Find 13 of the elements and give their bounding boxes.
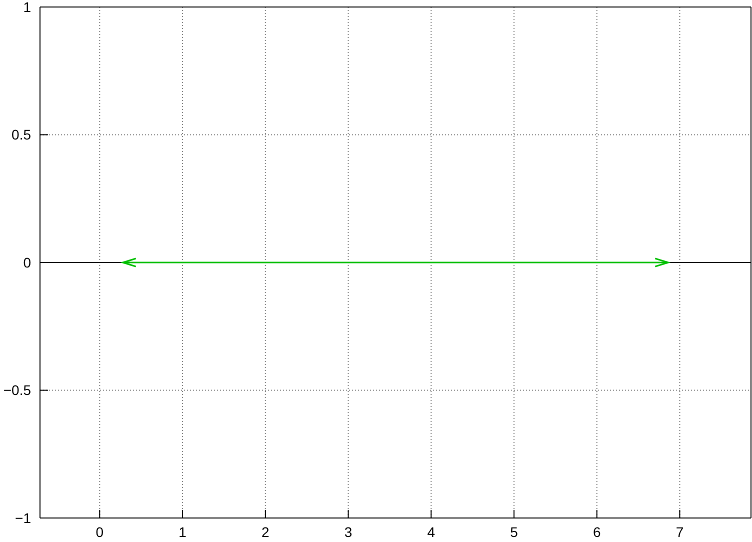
x-tick-label: 4 bbox=[427, 524, 436, 540]
x-tick-label: 1 bbox=[178, 524, 187, 540]
x-tick-label: 5 bbox=[510, 524, 518, 540]
x-tick-label: 0 bbox=[96, 524, 104, 540]
y-tick-label: 0 bbox=[23, 254, 32, 270]
y-tick-label: −1 bbox=[15, 510, 32, 526]
x-tick-label: 7 bbox=[676, 524, 684, 540]
x-tick-label: 2 bbox=[262, 524, 270, 540]
x-tick-label: 6 bbox=[592, 524, 601, 540]
y-tick-label: 1 bbox=[23, 0, 32, 15]
y-tick-label: −0.5 bbox=[3, 382, 32, 398]
y-tick-label: 0.5 bbox=[12, 126, 32, 143]
x-tick-label: 3 bbox=[344, 524, 352, 540]
